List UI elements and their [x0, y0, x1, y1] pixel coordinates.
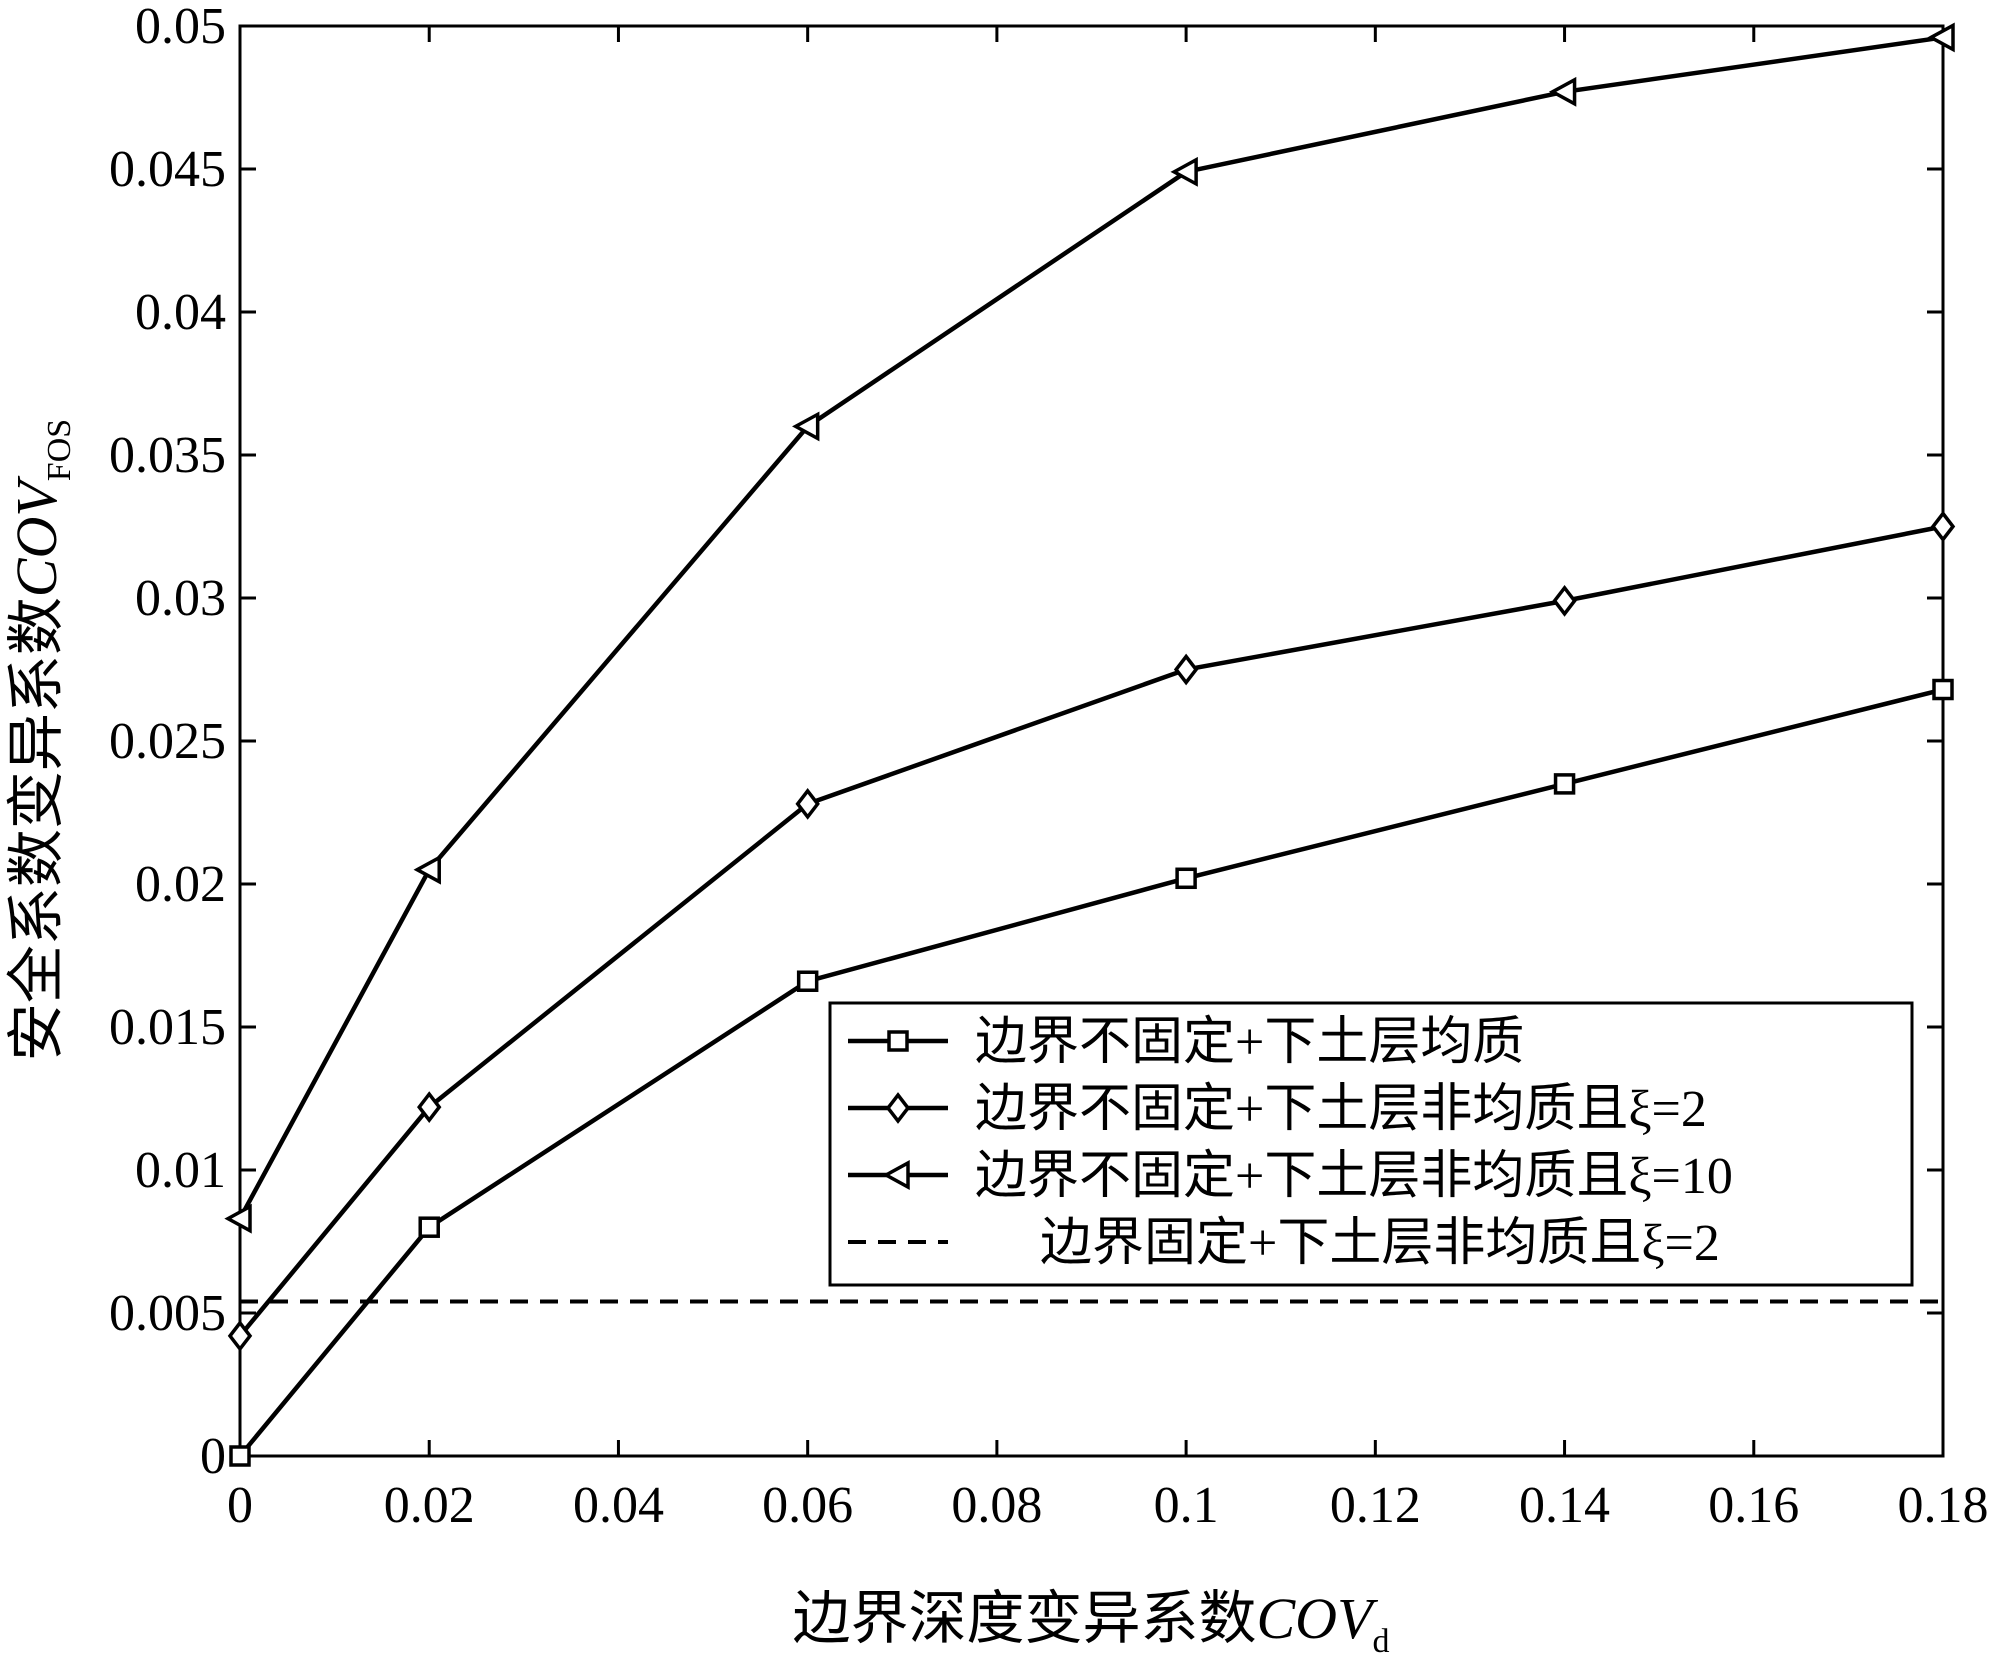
- data-point: [1927, 22, 1955, 53]
- data-point: [413, 854, 441, 885]
- series-line: [238, 687, 1944, 1458]
- legend-marker: [885, 1092, 911, 1124]
- data-point: [796, 970, 819, 992]
- legend-label: 边界不固定+下土层非均质且ξ=2: [975, 1081, 1707, 1138]
- y-axis-title-var: COV: [4, 475, 69, 598]
- x-tick-label: 0.14: [1519, 1477, 1610, 1534]
- data-point: [229, 1445, 251, 1467]
- x-axis-title: 边界深度变异系数COVd: [792, 1586, 1389, 1657]
- data-point: [1930, 510, 1956, 543]
- legend-marker: [887, 1030, 909, 1052]
- data-point: [1932, 678, 1954, 701]
- x-tick-label: 0.06: [762, 1477, 853, 1534]
- legend-marker: [882, 1160, 910, 1190]
- y-tick-label: 0.01: [135, 1142, 226, 1199]
- x-tick-label: 0.04: [573, 1477, 664, 1534]
- x-axis-title-text: 边界深度变异系数: [792, 1586, 1256, 1651]
- y-tick-label: 0.02: [135, 856, 226, 913]
- y-tick-label: 0.025: [109, 713, 226, 770]
- x-tick-label: 0.16: [1708, 1477, 1799, 1534]
- y-tick-label: 0.04: [135, 284, 226, 341]
- x-tick-label: 0: [227, 1477, 253, 1534]
- data-point: [792, 411, 820, 442]
- legend-label: 边界不固定+下土层均质: [975, 1014, 1524, 1071]
- y-tick-label: 0.015: [109, 999, 226, 1056]
- y-axis-title-sub: FOS: [41, 419, 78, 481]
- y-tick-label: 0.045: [109, 141, 226, 198]
- y-tick-label: 0.03: [135, 570, 226, 627]
- data-point: [1170, 156, 1198, 187]
- data-point: [1175, 867, 1197, 890]
- y-tick-label: 0.05: [135, 0, 226, 55]
- x-axis-title-var: COV: [1257, 1586, 1380, 1651]
- x-tick-label: 0.02: [384, 1477, 475, 1534]
- data-point: [418, 1216, 440, 1238]
- x-tick-label: 0.18: [1898, 1477, 1989, 1534]
- series-3: [224, 22, 1955, 1234]
- series-2: [227, 510, 1956, 1352]
- legend-item: 边界不固定+下土层非均质且ξ=10: [848, 1148, 1733, 1205]
- x-tick-label: 0.1: [1154, 1477, 1219, 1534]
- series-line: [238, 524, 1944, 1338]
- y-axis-title-text: 安全系数变异系数: [4, 597, 69, 1061]
- x-axis-title-sub: d: [1373, 1623, 1390, 1657]
- data-point: [417, 1091, 442, 1123]
- y-tick-label: 0: [200, 1428, 226, 1485]
- data-point: [224, 1203, 252, 1234]
- legend-box: [828, 1001, 1914, 1287]
- legend-item: 边界固定+下土层非均质且ξ=2: [848, 1215, 1720, 1272]
- data-point: [1552, 584, 1577, 617]
- x-tick-label: 0.12: [1330, 1477, 1421, 1534]
- data-point: [1553, 773, 1576, 795]
- y-tick-label: 0.005: [109, 1285, 226, 1342]
- data-point: [795, 788, 820, 820]
- legend-label: 边界固定+下土层非均质且ξ=2: [1040, 1215, 1720, 1272]
- series-line: [238, 35, 1944, 1220]
- y-axis-title: 安全系数变异系数COVFOS: [4, 419, 78, 1061]
- data-point: [1173, 653, 1199, 686]
- data-point: [227, 1320, 253, 1352]
- x-tick-label: 0.08: [951, 1477, 1042, 1534]
- series-1: [229, 678, 1954, 1467]
- legend-item: 边界不固定+下土层均质: [848, 1014, 1524, 1071]
- legend-label: 边界不固定+下土层非均质且ξ=10: [975, 1148, 1733, 1205]
- y-tick-label: 0.035: [109, 427, 226, 484]
- data-point: [1548, 76, 1577, 107]
- legend-item: 边界不固定+下土层非均质且ξ=2: [848, 1081, 1707, 1138]
